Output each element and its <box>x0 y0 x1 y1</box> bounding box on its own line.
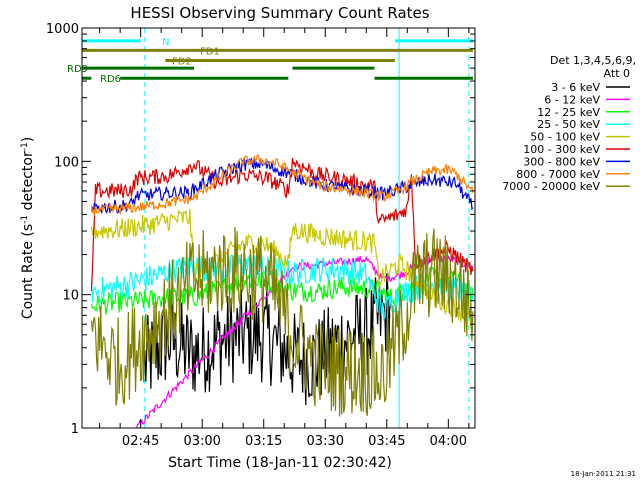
series-line-0 <box>144 273 392 406</box>
x-tick-label: 03:15 <box>245 434 282 449</box>
legend-label: 100 - 300 keV <box>523 143 600 156</box>
y-tick-label: 100 <box>54 155 79 170</box>
y-tick-label: 10 <box>62 289 79 304</box>
x-tick-label: 04:00 <box>430 434 467 449</box>
legend-label: 50 - 100 keV <box>530 131 600 144</box>
x-axis-label: Start Time (18-Jan-11 02:30:42) <box>168 455 392 471</box>
legend-label: 25 - 50 keV <box>537 118 600 131</box>
y-tick-label: 1 <box>71 422 79 437</box>
flag-label-fd2: FD2 <box>172 57 192 68</box>
legend-label: 6 - 12 keV <box>544 93 600 106</box>
series-line-7 <box>90 154 474 216</box>
x-tick-label: 03:00 <box>183 434 220 449</box>
series-line-3 <box>90 254 474 322</box>
chart-title: HESSI Observing Summary Count Rates <box>130 4 429 22</box>
series-line-8 <box>90 226 474 417</box>
legend-label: 7000 - 20000 keV <box>502 180 600 193</box>
series-line-4 <box>90 208 474 329</box>
flag-label-n: N <box>162 37 169 48</box>
x-tick-label: 03:30 <box>307 434 344 449</box>
legend-label: 800 - 7000 keV <box>516 168 600 181</box>
legend-header-line2: Att 0 <box>604 67 630 80</box>
x-tick-label: 03:45 <box>368 434 405 449</box>
legend-label: 300 - 800 keV <box>523 155 600 168</box>
x-tick-label: 02:45 <box>122 434 159 449</box>
y-axis-label: Count Rate (s-1 detector-1) <box>20 137 36 319</box>
y-tick-label: 1000 <box>46 22 79 37</box>
legend-label: 12 - 25 keV <box>537 106 600 119</box>
flag-label-rd9: RD9 <box>67 64 88 75</box>
footer-date: 18-Jan-2011 21:31 <box>571 470 636 478</box>
plot-area <box>82 28 474 428</box>
flag-label-fd1: FD1 <box>200 46 220 57</box>
legend-label: 3 - 6 keV <box>551 81 600 94</box>
legend-header-line1: Det 1,3,4,5,6,9, <box>550 54 636 67</box>
plot-frame <box>81 27 476 429</box>
flag-label-rd6: RD6 <box>100 74 121 85</box>
